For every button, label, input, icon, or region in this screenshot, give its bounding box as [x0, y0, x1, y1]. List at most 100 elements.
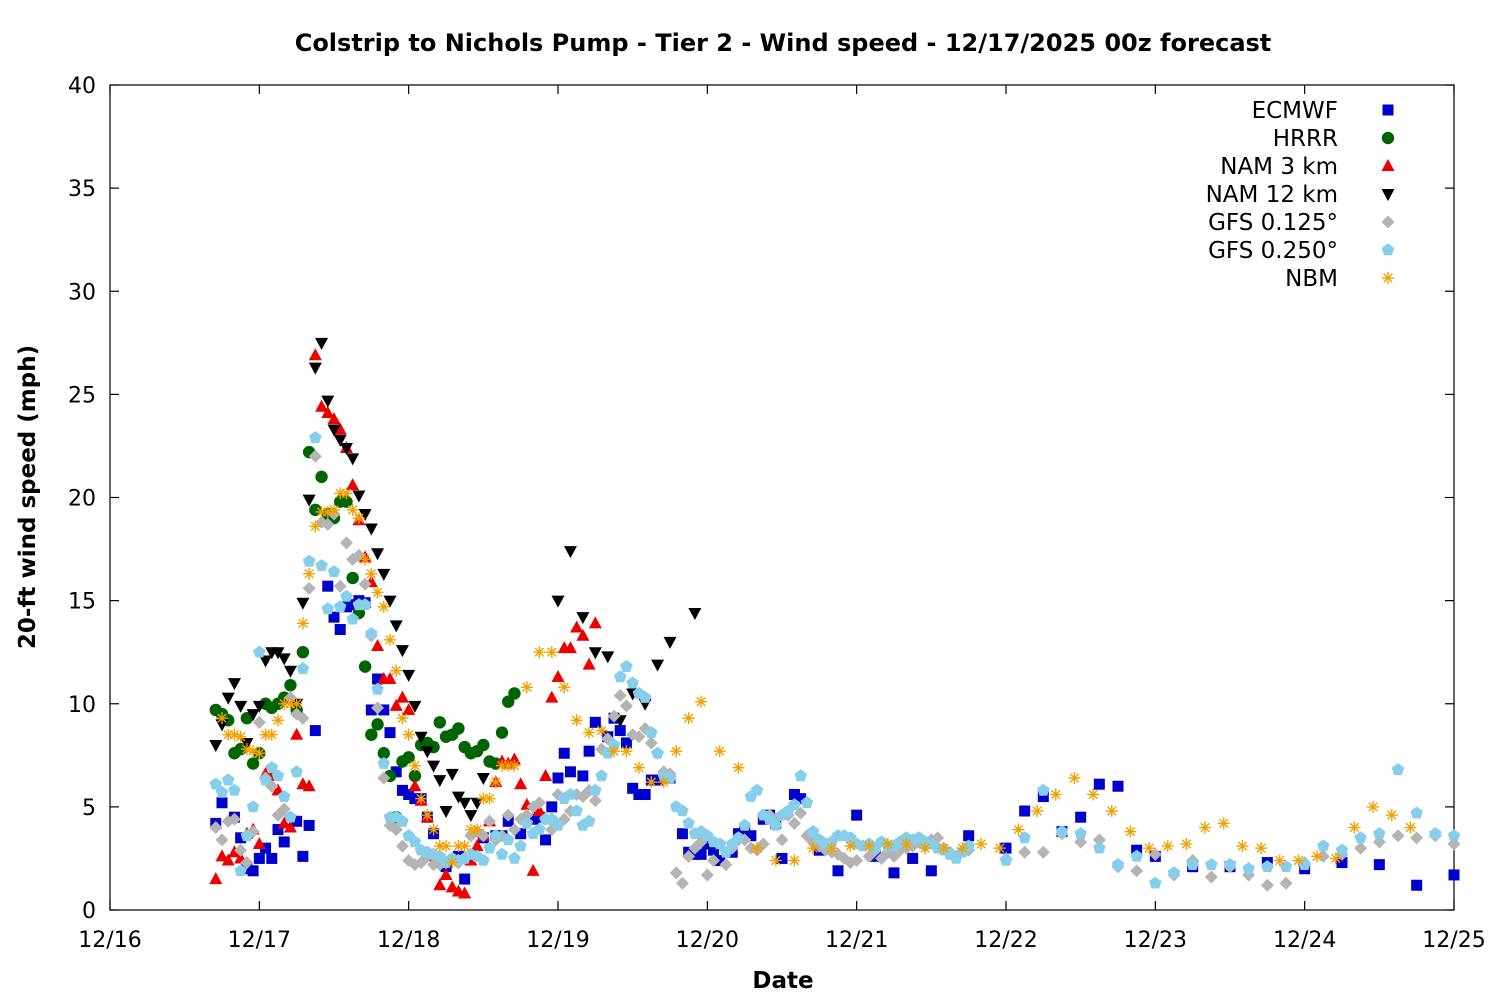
point-gfs-0-250: [638, 691, 652, 703]
point-gfs-0-125: [719, 858, 733, 872]
point-gfs-0-250: [315, 559, 328, 571]
point-gfs-0-250: [321, 602, 335, 615]
point-ecmwf: [403, 789, 415, 800]
point-gfs-0-250: [1447, 829, 1461, 842]
point-hrrr: [246, 757, 260, 770]
point-nbm: [1367, 800, 1380, 813]
point-nbm: [384, 633, 396, 646]
point-ecmwf: [1075, 811, 1087, 823]
point-hrrr: [284, 678, 297, 692]
point-nam-3-km: [315, 399, 329, 412]
legend-marker-nam-3-km: [1381, 159, 1395, 171]
point-gfs-0-250: [396, 814, 409, 827]
point-ecmwf: [558, 747, 570, 759]
point-gfs-0-250: [1373, 827, 1386, 839]
point-hrrr: [508, 687, 521, 700]
point-nbm: [1236, 840, 1249, 853]
point-nbm: [682, 712, 695, 725]
point-nam-12-km: [321, 395, 335, 408]
point-nbm: [1348, 821, 1361, 834]
point-gfs-0-250: [228, 783, 241, 796]
point-ecmwf: [340, 601, 352, 613]
point-ecmwf: [745, 830, 757, 842]
point-nbm: [440, 840, 452, 853]
point-nam-12-km: [333, 434, 347, 447]
x-tick-label: 12/19: [526, 928, 589, 953]
point-gfs-0-250: [676, 804, 689, 817]
point-hrrr: [340, 495, 353, 508]
point-nbm: [558, 681, 571, 694]
point-gfs-0-250: [1391, 763, 1405, 776]
point-nbm: [328, 503, 340, 516]
point-ecmwf: [1019, 805, 1031, 817]
point-nbm: [415, 792, 428, 805]
point-nbm: [309, 520, 322, 533]
point-ecmwf: [1093, 778, 1105, 790]
point-gfs-0-250: [570, 804, 583, 817]
point-hrrr: [365, 728, 378, 741]
point-ecmwf: [1000, 842, 1012, 854]
point-gfs-0-250: [613, 670, 627, 683]
point-gfs-0-250: [514, 839, 527, 852]
point-ecmwf: [639, 789, 651, 800]
point-nam-3-km: [551, 669, 565, 682]
point-nbm: [508, 759, 521, 772]
point-nam-3-km: [209, 872, 223, 885]
point-nbm: [919, 842, 932, 855]
point-gfs-0-250: [1055, 825, 1069, 837]
point-gfs-0-125: [775, 833, 789, 847]
point-ecmwf: [620, 737, 632, 749]
y-axis: 0 5 10 15 20 25 30 35 40: [68, 74, 1454, 924]
point-nam-12-km: [445, 768, 459, 781]
point-nbm: [1180, 838, 1193, 850]
point-nam-12-km: [221, 692, 235, 705]
point-nbm: [1143, 842, 1156, 855]
point-nam-12-km: [414, 731, 428, 744]
y-tick-label: 25: [68, 383, 96, 408]
x-tick-label: 12/21: [825, 928, 888, 953]
point-hrrr: [296, 645, 310, 659]
point-nam-12-km: [458, 797, 472, 810]
point-gfs-0-250: [1335, 843, 1349, 856]
point-gfs-0-250: [1149, 876, 1162, 889]
point-gfs-0-250: [620, 660, 633, 672]
point-gfs-0-250: [284, 810, 297, 823]
point-ecmwf: [795, 793, 807, 805]
point-nam-12-km: [246, 709, 260, 722]
point-ecmwf: [459, 873, 471, 885]
point-gfs-0-125: [1410, 831, 1424, 845]
point-gfs-0-250: [234, 864, 247, 877]
point-gfs-0-250: [1317, 839, 1330, 852]
point-nbm: [240, 743, 253, 756]
y-tick-label: 35: [68, 177, 96, 202]
y-tick-label: 5: [82, 796, 96, 821]
point-gfs-0-125: [700, 868, 714, 882]
point-gfs-0-125: [756, 837, 770, 851]
point-nam-3-km: [532, 804, 546, 816]
point-nam-12-km: [464, 810, 478, 823]
point-gfs-0-125: [675, 876, 689, 890]
point-gfs-0-125: [1260, 878, 1274, 892]
series-nbm: [216, 487, 1417, 869]
point-ecmwf: [253, 852, 265, 864]
point-nam-3-km: [588, 616, 602, 629]
point-ecmwf: [372, 673, 384, 685]
point-nam-3-km: [433, 878, 447, 891]
point-ecmwf: [235, 832, 247, 844]
point-nam-12-km: [364, 523, 378, 536]
x-tick-label: 12/22: [974, 928, 1037, 953]
point-hrrr: [402, 751, 415, 764]
point-nam-3-km: [321, 405, 335, 418]
point-nbm: [1311, 850, 1324, 863]
point-nam-3-km: [582, 657, 596, 670]
point-nbm: [346, 503, 359, 516]
point-nam-3-km: [383, 672, 397, 684]
point-gfs-0-125: [787, 816, 801, 830]
point-nam-12-km: [402, 669, 416, 682]
point-nbm: [788, 854, 801, 867]
point-hrrr: [408, 769, 422, 783]
point-nam-3-km: [221, 853, 235, 866]
point-nam-3-km: [227, 845, 241, 858]
point-gfs-0-125: [682, 849, 696, 863]
